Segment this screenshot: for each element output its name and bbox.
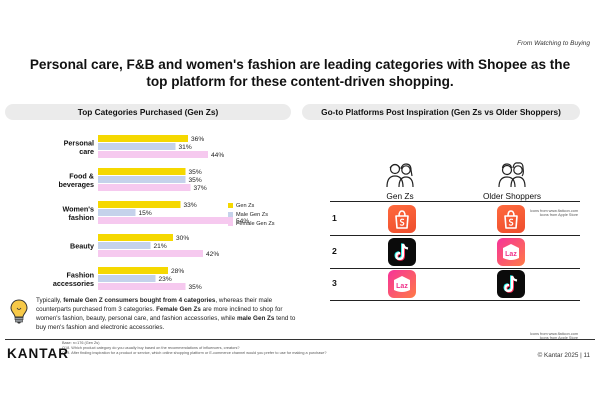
- copyright-page-number: © Kantar 2025 | 11: [537, 352, 590, 359]
- bar-male-gen-zs: [98, 209, 136, 216]
- category-label: Fashion: [66, 270, 94, 279]
- legend-swatch-female-gen-z: [228, 221, 233, 226]
- data-label: 35%: [189, 169, 202, 176]
- bar-male-gen-zs: [98, 275, 156, 282]
- legend-label-female-gen-z: Female Gen Zs: [236, 220, 275, 227]
- kantar-logo: KANTAR: [7, 346, 69, 361]
- svg-text:Laz: Laz: [396, 283, 408, 290]
- bar-female-gen-zs: [98, 283, 186, 290]
- data-label: 42%: [206, 251, 219, 258]
- legend-label-gen-z: Gen Zs: [236, 202, 255, 209]
- data-label: 31%: [179, 144, 192, 151]
- data-label: 36%: [191, 136, 204, 143]
- data-label: 15%: [139, 210, 152, 217]
- bar-gen-zs: [98, 234, 173, 241]
- shopee-icon: [497, 205, 525, 233]
- data-label: 35%: [189, 284, 202, 291]
- legend-label-male-gen-z: Male Gen Zs: [236, 211, 269, 218]
- legend-item-male-gen-z: Male Gen Zs: [228, 210, 275, 219]
- category-label: accessories: [53, 279, 94, 288]
- icon-source-note: Icons from www.flaticon.com Icons from Ap…: [529, 209, 578, 217]
- legend-item-gen-z: Gen Zs: [228, 201, 275, 210]
- page-headline: Personal care, F&B and women's fashion a…: [29, 57, 571, 89]
- table-row-divider: [330, 268, 580, 269]
- kicker-text: From Watching to Buying: [517, 40, 590, 47]
- data-label: 30%: [176, 235, 189, 242]
- category-label: care: [79, 147, 94, 156]
- data-label: 35%: [189, 177, 202, 184]
- data-label: 28%: [171, 268, 184, 275]
- bar-gen-zs: [98, 267, 168, 274]
- shopee-icon: [388, 205, 416, 233]
- legend-swatch-male-gen-z: [228, 212, 233, 217]
- table-bottom-rule: [330, 300, 580, 301]
- category-label: Personal: [64, 138, 94, 147]
- rank-1: 1: [332, 213, 337, 223]
- column-label-gen-z: Gen Zs: [386, 191, 414, 201]
- data-label: 33%: [184, 202, 197, 209]
- category-label: fashion: [68, 213, 94, 222]
- bar-female-gen-zs: [98, 184, 191, 191]
- rank-2: 2: [332, 246, 337, 256]
- category-label: Beauty: [70, 242, 94, 251]
- legend-item-female-gen-z: Female Gen Zs: [228, 219, 275, 228]
- data-label: 44%: [211, 152, 224, 159]
- left-panel-title: Top Categories Purchased (Gen Zs): [5, 104, 291, 120]
- bar-female-gen-zs: [98, 151, 208, 158]
- data-label: 21%: [154, 243, 167, 250]
- insight-note: Typically, female Gen Z consumers bought…: [8, 296, 306, 336]
- bar-female-gen-zs: [98, 250, 203, 257]
- legend-swatch-gen-z: [228, 203, 233, 208]
- insight-text: Typically, female Gen Z consumers bought…: [36, 297, 296, 331]
- bar-gen-zs: [98, 201, 181, 208]
- lazada-icon: Laz: [497, 238, 525, 266]
- lazada-icon: Laz: [388, 270, 416, 298]
- category-label: Food &: [69, 171, 94, 180]
- data-label: 23%: [159, 276, 172, 283]
- tiktok-icon: [388, 238, 416, 266]
- category-label: Women's: [62, 204, 94, 213]
- gen-z-people-icon: [386, 163, 414, 188]
- bar-male-gen-zs: [98, 143, 176, 150]
- older-shoppers-icon: [498, 162, 526, 188]
- data-label: 37%: [194, 185, 207, 192]
- bar-male-gen-zs: [98, 242, 151, 249]
- svg-text:Laz: Laz: [505, 251, 517, 258]
- bar-female-gen-zs: [98, 217, 233, 224]
- right-panel-title: Go-to Platforms Post Inspiration (Gen Zs…: [302, 104, 580, 120]
- lightbulb-icon: [10, 299, 28, 324]
- category-label: beverages: [58, 180, 94, 189]
- rank-3: 3: [332, 278, 337, 288]
- bar-male-gen-zs: [98, 176, 186, 183]
- base-notes: Base: n=176 (Gen Zs) Q18. Which product …: [62, 341, 327, 355]
- column-label-older-shoppers: Older Shoppers: [482, 191, 542, 201]
- data-label: 54%: [236, 218, 249, 225]
- table-header-rule: [330, 201, 580, 202]
- chart-legend: Gen Zs Male Gen Zs Female Gen Zs: [228, 201, 275, 228]
- bar-gen-zs: [98, 135, 188, 142]
- table-row-divider: [330, 235, 580, 236]
- icon-source-note: Icons from www.flaticon.com Icons from Ap…: [529, 332, 578, 340]
- footer-divider: [5, 339, 595, 340]
- bar-gen-zs: [98, 168, 186, 175]
- tiktok-icon: [497, 270, 525, 298]
